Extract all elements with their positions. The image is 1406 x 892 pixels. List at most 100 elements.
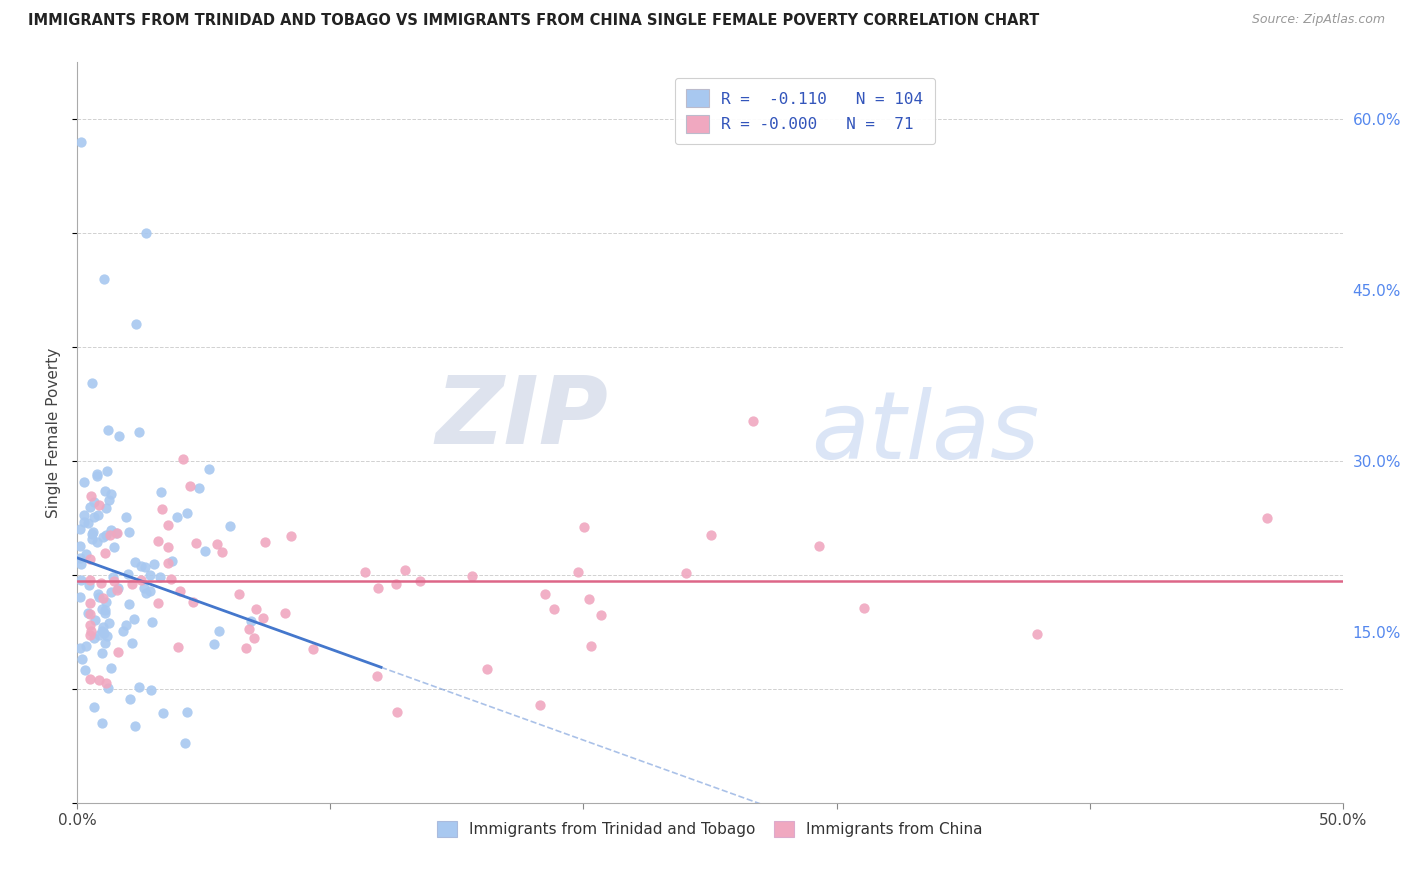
- Point: [129, 559, 152, 574]
- Point: [174, 736, 197, 750]
- Point: [91, 591, 114, 606]
- Point: [103, 574, 125, 589]
- Point: [69, 573, 91, 587]
- Point: [107, 581, 129, 595]
- Point: [80, 489, 103, 503]
- Point: [94, 595, 117, 609]
- Point: [240, 615, 263, 629]
- Point: [75, 547, 97, 561]
- Point: [79, 500, 101, 514]
- Point: [280, 529, 302, 543]
- Point: [115, 510, 138, 524]
- Point: [534, 587, 557, 601]
- Point: [1256, 511, 1278, 525]
- Point: [94, 483, 117, 498]
- Point: [89, 673, 111, 687]
- Point: [108, 429, 131, 443]
- Point: [75, 640, 97, 654]
- Point: [160, 572, 183, 586]
- Point: [152, 706, 174, 720]
- Point: [366, 669, 388, 683]
- Point: [139, 567, 162, 582]
- Point: [79, 618, 101, 632]
- Point: [202, 637, 225, 651]
- Point: [581, 639, 603, 653]
- Point: [135, 586, 157, 600]
- Point: [567, 565, 589, 579]
- Point: [176, 506, 198, 520]
- Point: [94, 528, 117, 542]
- Point: [117, 524, 139, 539]
- Point: [205, 537, 228, 551]
- Point: [90, 646, 112, 660]
- Point: [475, 662, 498, 676]
- Point: [105, 583, 128, 598]
- Point: [80, 376, 103, 390]
- Point: [146, 533, 169, 548]
- Point: [87, 587, 110, 601]
- Point: [96, 464, 118, 478]
- Point: [409, 574, 432, 589]
- Point: [245, 602, 267, 616]
- Point: [211, 545, 233, 559]
- Point: [86, 467, 108, 482]
- Point: [228, 587, 250, 601]
- Point: [461, 569, 484, 583]
- Point: [79, 607, 101, 622]
- Point: [242, 631, 264, 645]
- Point: [87, 590, 110, 604]
- Point: [73, 516, 96, 530]
- Point: [97, 493, 120, 508]
- Point: [675, 566, 697, 581]
- Point: [69, 539, 91, 553]
- Point: [69, 550, 91, 565]
- Point: [150, 501, 173, 516]
- Point: [69, 590, 91, 604]
- Point: [77, 516, 100, 530]
- Point: [254, 534, 277, 549]
- Point: [118, 597, 141, 611]
- Point: [354, 565, 377, 579]
- Point: [166, 510, 188, 524]
- Point: [1026, 627, 1049, 641]
- Point: [135, 227, 157, 241]
- Point: [394, 563, 416, 577]
- Point: [93, 625, 115, 640]
- Point: [70, 651, 93, 665]
- Point: [741, 414, 763, 428]
- Point: [101, 569, 124, 583]
- Point: [73, 508, 96, 523]
- Point: [107, 645, 129, 659]
- Legend: Immigrants from Trinidad and Tobago, Immigrants from China: Immigrants from Trinidad and Tobago, Imm…: [432, 815, 988, 843]
- Point: [83, 495, 105, 509]
- Point: [807, 539, 830, 553]
- Text: ZIP: ZIP: [436, 372, 609, 464]
- Point: [79, 573, 101, 587]
- Point: [853, 601, 876, 615]
- Point: [98, 615, 121, 630]
- Point: [105, 526, 128, 541]
- Point: [578, 591, 600, 606]
- Point: [79, 596, 101, 610]
- Point: [128, 680, 150, 694]
- Point: [124, 555, 146, 569]
- Point: [572, 519, 595, 533]
- Point: [90, 602, 112, 616]
- Point: [150, 485, 173, 500]
- Point: [100, 661, 122, 675]
- Point: [89, 628, 111, 642]
- Point: [301, 641, 323, 656]
- Point: [97, 423, 120, 437]
- Point: [367, 582, 389, 596]
- Point: [141, 615, 163, 630]
- Point: [169, 584, 191, 599]
- Point: [83, 700, 105, 714]
- Point: [79, 672, 101, 686]
- Point: [142, 557, 165, 571]
- Point: [700, 528, 723, 542]
- Point: [139, 584, 162, 599]
- Point: [385, 705, 408, 719]
- Text: IMMIGRANTS FROM TRINIDAD AND TOBAGO VS IMMIGRANTS FROM CHINA SINGLE FEMALE POVER: IMMIGRANTS FROM TRINIDAD AND TOBAGO VS I…: [28, 13, 1039, 29]
- Point: [80, 624, 103, 638]
- Point: [73, 475, 96, 489]
